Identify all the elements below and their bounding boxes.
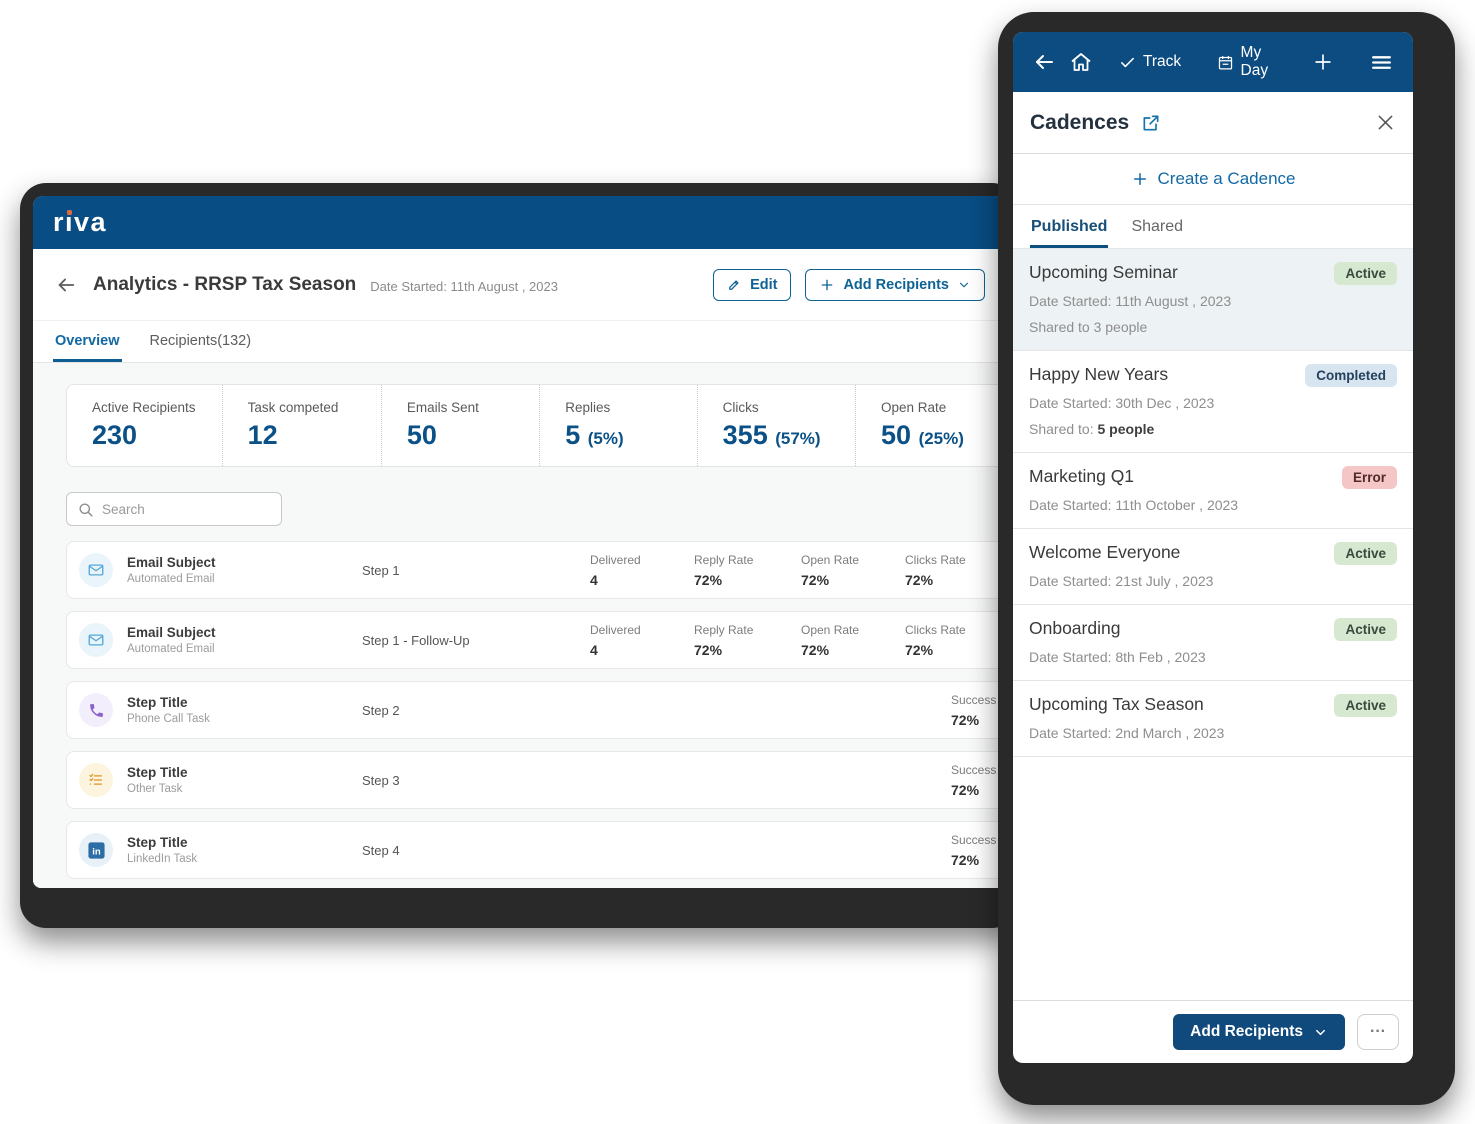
search-icon — [77, 501, 94, 518]
stat-tasks-completed: Task competed 12 — [221, 385, 381, 466]
status-badge: Active — [1334, 694, 1397, 717]
tab-shared[interactable]: Shared — [1131, 218, 1184, 235]
search-box — [66, 492, 282, 526]
step-row[interactable]: Email Subject Automated Email Step 1 - F… — [66, 611, 1005, 669]
search-input[interactable] — [102, 501, 271, 517]
status-badge: Active — [1334, 262, 1397, 285]
page-title: Analytics - RRSP Tax Season — [93, 273, 357, 295]
main-topbar: rı va — [33, 196, 1005, 249]
cadence-item[interactable]: Marketing Q1 Error Date Started: 11th Oc… — [1013, 453, 1413, 529]
email-icon — [79, 623, 113, 657]
home-icon[interactable] — [1069, 50, 1093, 74]
tab-overview[interactable]: Overview — [53, 321, 122, 362]
analytics-content: Active Recipients 230 Task competed 12 E… — [33, 363, 1005, 888]
step-row[interactable]: in Step Title LinkedIn Task Step 4 Succe… — [66, 821, 1005, 879]
edit-button[interactable]: Edit — [713, 268, 792, 301]
stat-emails-sent: Emails Sent 50 — [380, 385, 539, 466]
linkedin-icon: in — [79, 833, 113, 867]
status-badge: Error — [1341, 466, 1397, 489]
step-row[interactable]: Email Subject Automated Email Step 1 Del… — [66, 541, 1005, 599]
cadences-topbar: Track My Day — [1013, 32, 1413, 92]
back-arrow-icon[interactable] — [53, 272, 79, 298]
step-number: Step 3 — [362, 772, 400, 788]
email-icon — [79, 553, 113, 587]
hamburger-menu-icon[interactable] — [1369, 50, 1394, 75]
stat-replies: Replies 5 (5%) — [539, 385, 696, 466]
logo-dot — [67, 210, 73, 215]
add-recipients-button[interactable]: Add Recipients — [805, 268, 985, 301]
step-number: Step 1 — [362, 562, 400, 578]
plus-icon — [819, 277, 835, 293]
stats-summary-card: Active Recipients 230 Task competed 12 E… — [66, 384, 1005, 467]
tab-recipients[interactable]: Recipients(132) — [149, 333, 252, 349]
status-badge: Completed — [1305, 364, 1397, 387]
step-row[interactable]: Step Title Other Task Step 3 Success Rat… — [66, 751, 1005, 809]
calendar-icon — [1217, 54, 1234, 71]
cadences-tabs: Published Shared — [1013, 205, 1413, 249]
analytics-tabs: Overview Recipients(132) — [33, 321, 1005, 363]
cadence-item[interactable]: Upcoming Tax Season Active Date Started:… — [1013, 681, 1413, 757]
checklist-icon — [79, 763, 113, 797]
riva-logo: rı va — [53, 207, 108, 237]
date-started: Date Started: 11th August , 2023 — [370, 278, 558, 294]
cadences-window: Track My Day Cadences Create a Cadence P… — [998, 12, 1455, 1105]
stat-open-rate: Open Rate 50 (25%) — [855, 385, 1005, 466]
cadences-header: Cadences — [1013, 92, 1413, 154]
my-day-button[interactable]: My Day — [1217, 44, 1277, 80]
empty-space — [1013, 757, 1413, 1000]
cadence-item[interactable]: Onboarding Active Date Started: 8th Feb … — [1013, 605, 1413, 681]
create-cadence-button[interactable]: Create a Cadence — [1013, 154, 1413, 205]
step-number: Step 1 - Follow-Up — [362, 632, 470, 648]
track-button[interactable]: Track — [1119, 53, 1181, 71]
chevron-down-icon — [1313, 1025, 1328, 1040]
svg-text:in: in — [92, 846, 101, 857]
close-icon[interactable] — [1375, 112, 1396, 133]
status-badge: Active — [1334, 618, 1397, 641]
add-recipients-button[interactable]: Add Recipients — [1173, 1014, 1345, 1050]
stat-active-recipients: Active Recipients 230 — [92, 400, 196, 450]
analytics-title-bar: Analytics - RRSP Tax Season Date Started… — [33, 249, 1005, 321]
status-badge: Active — [1334, 542, 1397, 565]
pencil-icon — [727, 277, 742, 292]
add-icon[interactable] — [1312, 51, 1334, 73]
title-actions: Edit Add Recipients — [713, 268, 985, 301]
external-link-icon[interactable] — [1141, 113, 1161, 133]
cadence-item[interactable]: Happy New Years Completed Date Started: … — [1013, 351, 1413, 453]
chevron-down-icon — [957, 278, 971, 292]
check-icon — [1119, 54, 1136, 71]
plus-icon — [1131, 170, 1149, 188]
tab-published[interactable]: Published — [1030, 205, 1109, 248]
step-number: Step 2 — [362, 702, 400, 718]
step-row[interactable]: Step Title Phone Call Task Step 2 Succes… — [66, 681, 1005, 739]
more-options-button[interactable]: ··· — [1357, 1014, 1399, 1050]
cadence-item[interactable]: Upcoming Seminar Active Date Started: 11… — [1013, 249, 1413, 351]
cadences-title: Cadences — [1030, 110, 1130, 134]
back-arrow-icon[interactable] — [1032, 50, 1056, 74]
stat-clicks: Clicks 355 (57%) — [696, 385, 855, 466]
cadences-footer: Add Recipients ··· — [1013, 1000, 1413, 1063]
step-number: Step 4 — [362, 842, 400, 858]
analytics-window: rı va Analytics - RRSP Tax Season Date St… — [20, 183, 1018, 928]
phone-icon — [79, 693, 113, 727]
cadence-item[interactable]: Welcome Everyone Active Date Started: 21… — [1013, 529, 1413, 605]
